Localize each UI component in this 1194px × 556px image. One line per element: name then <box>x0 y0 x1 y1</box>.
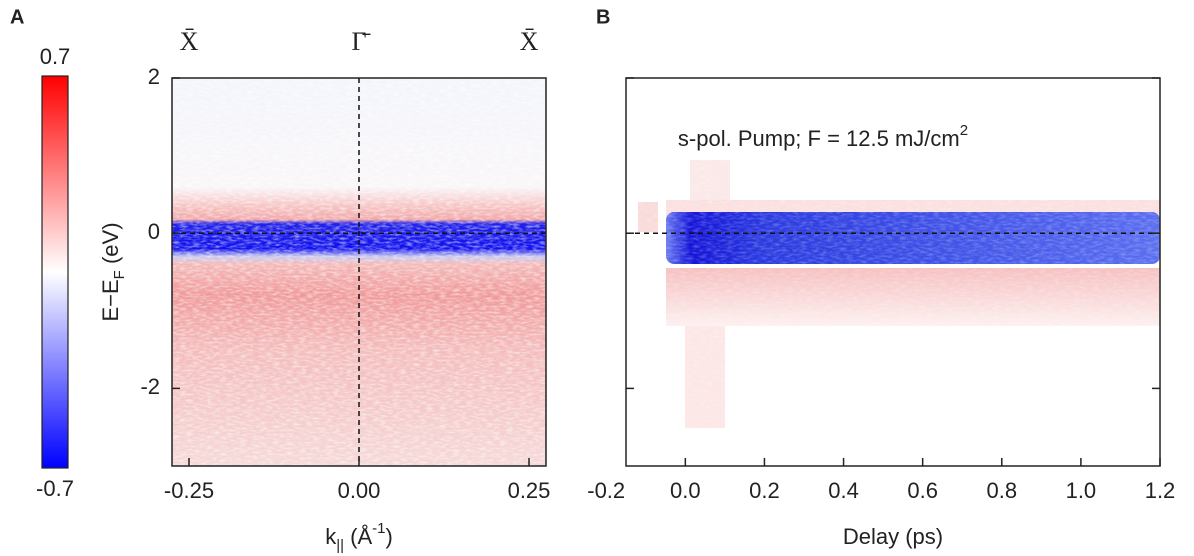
label-part: Delay (ps) <box>843 524 943 549</box>
x-tick-label: 0.8 <box>986 478 1017 503</box>
label-part: F <box>111 270 128 279</box>
panel-label: A <box>10 6 24 28</box>
x-tick-label: 0.25 <box>508 478 551 503</box>
label-part: 2 <box>960 122 968 139</box>
heatmap-texture <box>626 78 1160 466</box>
x-tick-label: 1.2 <box>1145 478 1176 503</box>
heatmap-b <box>626 78 1160 466</box>
x-tick-label: -0.2 <box>587 478 625 503</box>
label-part: (Å <box>344 524 372 549</box>
label-part: -1 <box>372 520 385 537</box>
x-tick-label: 0.00 <box>338 478 381 503</box>
colorbar-max-label: 0.7 <box>40 44 71 69</box>
symmetry-label: X̄ <box>180 27 199 56</box>
x-tick-label: 1.0 <box>1066 478 1097 503</box>
colorbar <box>41 75 69 469</box>
plot-frame <box>625 77 1161 467</box>
symmetry-label: X̄ <box>520 27 539 56</box>
label-part: k <box>325 524 337 549</box>
annotation: s-pol. Pump; F = 12.5 mJ/cm2 <box>678 122 968 150</box>
panel-label: B <box>596 6 610 28</box>
label-part: E−E <box>98 279 123 321</box>
label-part: (eV) <box>98 222 123 270</box>
y-axis-label: E−EF (eV) <box>98 222 129 321</box>
x-tick-label: 0.2 <box>749 478 780 503</box>
label-part: ) <box>385 524 392 549</box>
colorbar-min-label: -0.7 <box>36 476 74 501</box>
y-tick-label: 2 <box>148 64 160 89</box>
x-tick-label: 0.0 <box>670 478 701 503</box>
x-tick-label: 0.6 <box>907 478 938 503</box>
symmetry-label: Γ̄ <box>351 27 370 56</box>
x-tick-label: -0.25 <box>164 478 214 503</box>
x-axis-label: Delay (ps) <box>843 524 943 549</box>
y-tick-label: -2 <box>140 374 160 399</box>
x-axis-label: k|| (Å-1) <box>325 520 393 554</box>
label-part: s-pol. Pump; F = 12.5 mJ/cm <box>678 126 960 151</box>
label-part: || <box>336 537 344 554</box>
y-tick-label: 0 <box>148 219 160 244</box>
x-tick-label: 0.4 <box>828 478 859 503</box>
